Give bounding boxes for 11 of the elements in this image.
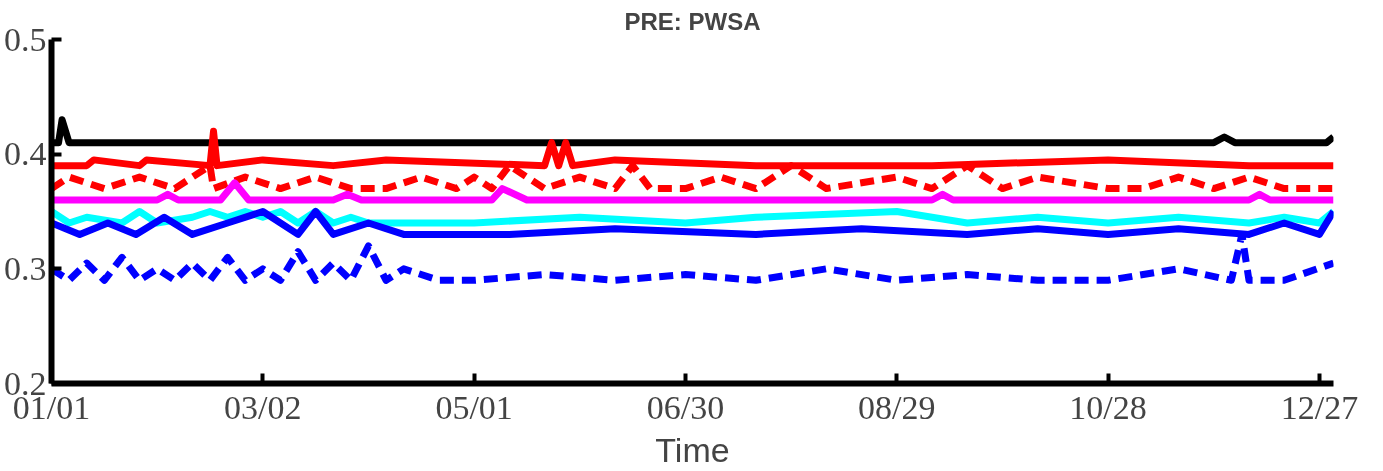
x-tick-label: 08/29 (858, 388, 936, 426)
x-axis-title: Time (655, 430, 730, 469)
x-tick-label: 12/27 (1280, 388, 1359, 426)
chart-title: PRE: PWSA (624, 7, 761, 35)
y-tick-label: 0.5 (4, 20, 47, 58)
x-tick-label: 10/28 (1069, 388, 1147, 426)
x-tick-label: 06/30 (646, 388, 725, 426)
y-tick-label: 0.4 (4, 135, 47, 173)
x-tick-label: 03/02 (224, 388, 302, 426)
y-tick-label: 0.3 (4, 249, 47, 287)
x-tick-label: 05/01 (435, 388, 513, 426)
